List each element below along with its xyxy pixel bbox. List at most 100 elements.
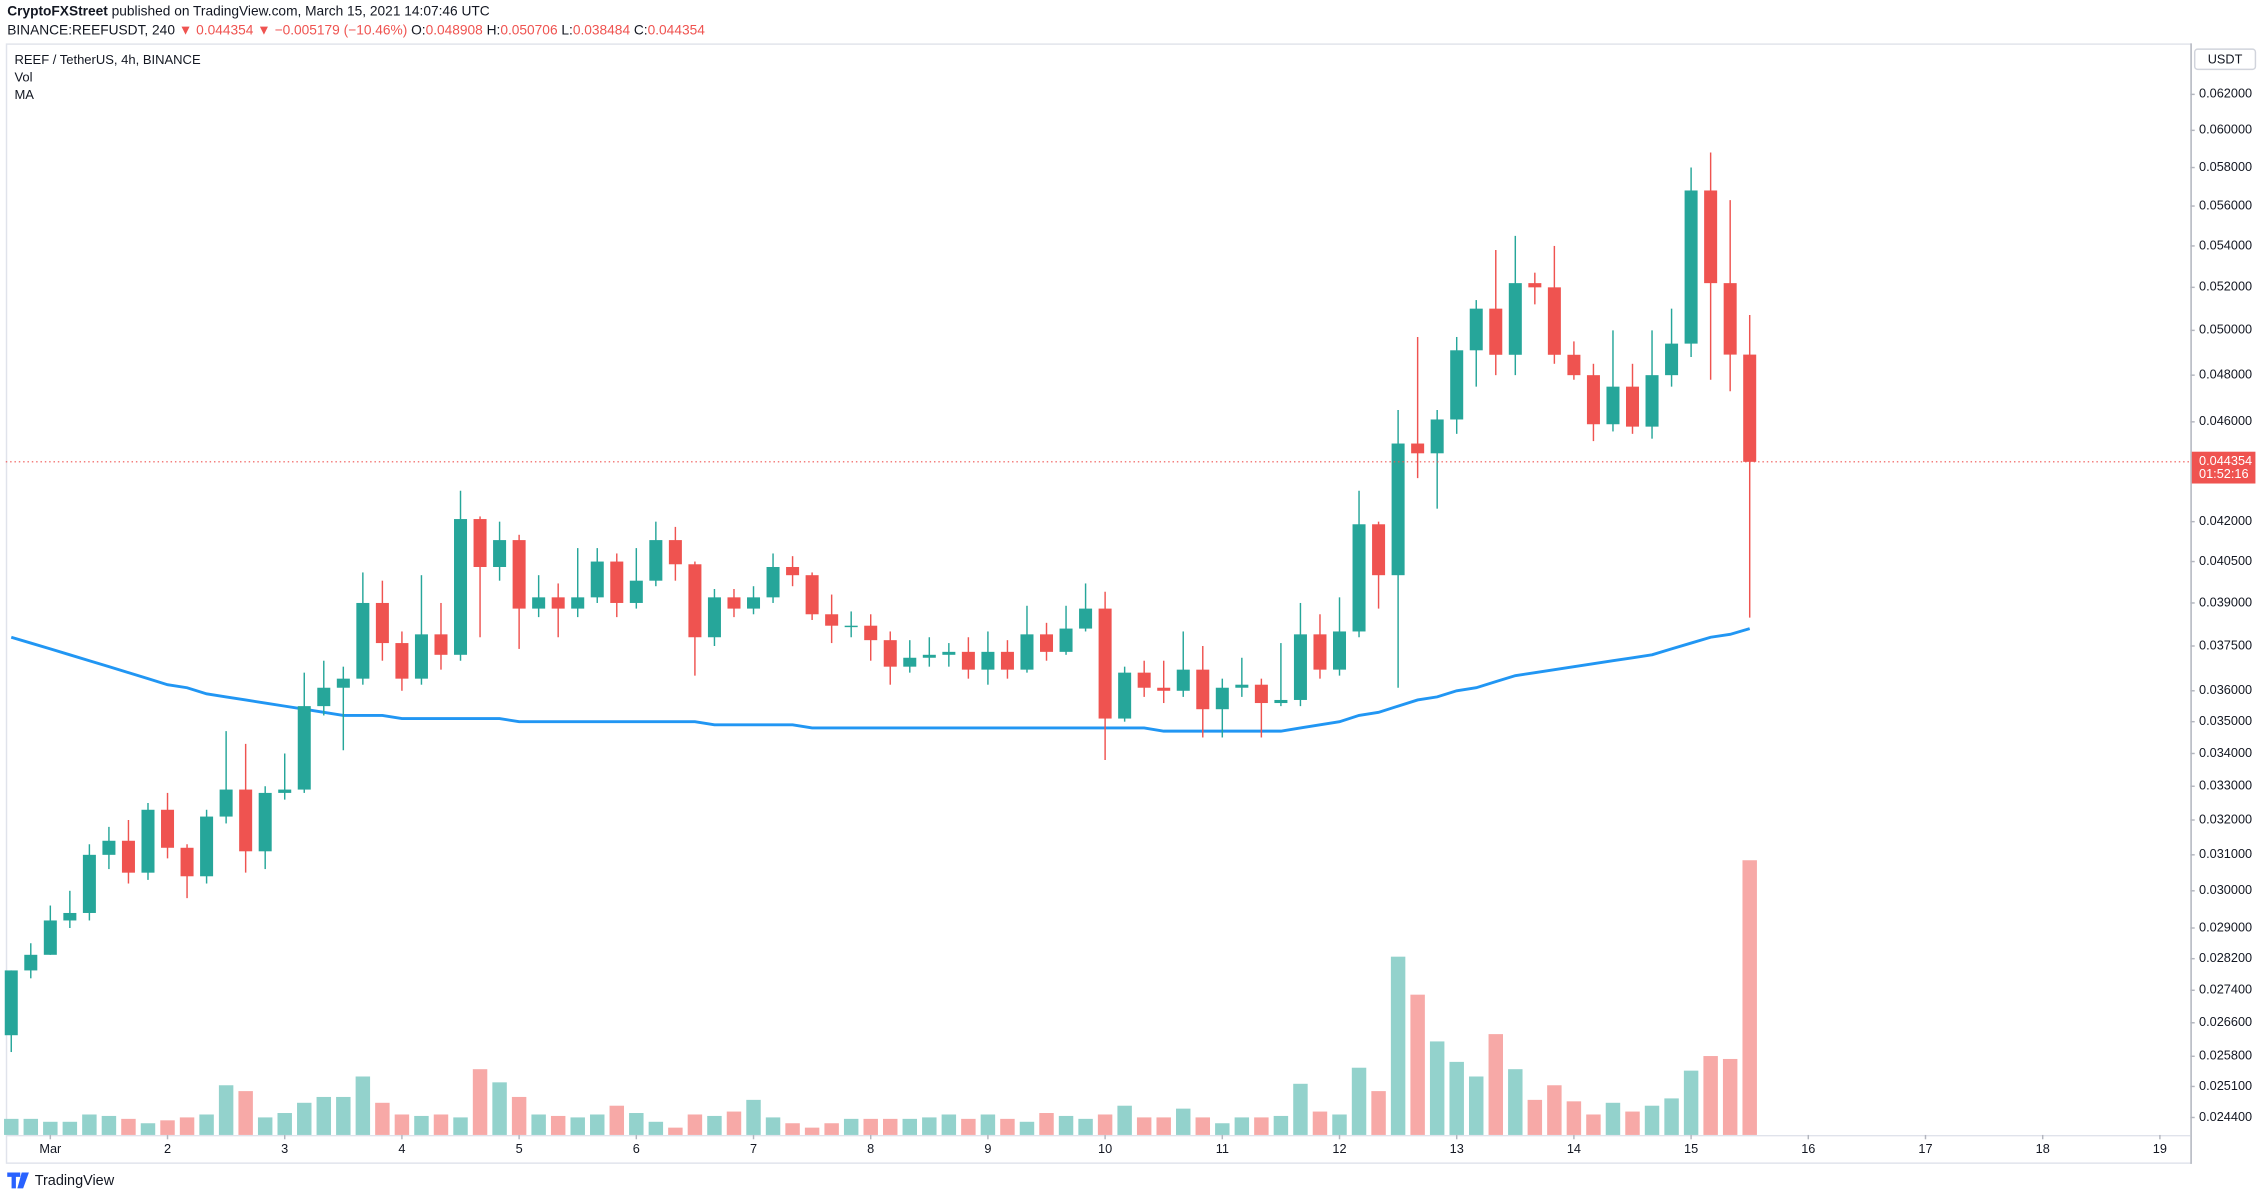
marks: 0.062000 0.060000 0.058000 0.056000 0.054000… [4, 86, 2256, 1156]
volume-bar [1722, 1058, 1738, 1135]
volume-bar [765, 1117, 781, 1135]
candle-body [551, 597, 565, 609]
x-tick-label: 13 [1450, 1141, 1464, 1156]
candle-body [434, 634, 448, 655]
candle-body [121, 840, 135, 873]
volume-bar [160, 1120, 175, 1135]
h-label: H: [483, 22, 501, 37]
candle-body [1586, 375, 1600, 425]
volume-bar [1683, 1070, 1699, 1135]
candle-body [903, 657, 917, 667]
currency[interactable]: USDT [2208, 51, 2243, 66]
candle-body [1235, 684, 1249, 688]
candle-body [200, 816, 214, 877]
volume-bar [1429, 1041, 1445, 1135]
y-tick-label: 0.050000 [2199, 322, 2252, 337]
y-tick-label: 0.030000 [2199, 882, 2252, 897]
volume-bar [824, 1123, 839, 1135]
candle-body [1704, 190, 1718, 284]
published: published on TradingView.com, March 15, … [108, 3, 490, 18]
x-tick-label: 8 [867, 1141, 874, 1156]
candle-body [1489, 308, 1503, 355]
candle-body [414, 634, 428, 679]
candle-body [727, 597, 741, 609]
volume-bar [257, 1117, 273, 1135]
candle-body [1606, 386, 1620, 425]
candle-body [278, 789, 292, 793]
candle-body [942, 651, 956, 655]
candle-body [141, 809, 155, 873]
volume-bar [492, 1082, 507, 1135]
y-tick-label: 0.029000 [2199, 919, 2252, 934]
candle-body [336, 678, 350, 688]
currency-button[interactable] [2193, 48, 2257, 71]
y-tick-label: 0.046000 [2199, 413, 2252, 428]
volume-bar [375, 1102, 390, 1135]
candle-body [1313, 634, 1327, 670]
y-tick-label: 0.033000 [2199, 778, 2252, 793]
x-tick-label: 6 [633, 1141, 640, 1156]
volume-bar [1742, 860, 1757, 1135]
volume-bar [707, 1115, 722, 1135]
volume-bar [1078, 1118, 1093, 1135]
volume-bar [62, 1121, 78, 1135]
y-tick-label: 0.039000 [2199, 594, 2252, 609]
candle-body [1196, 669, 1210, 710]
volume-bar [1469, 1076, 1484, 1135]
volume-bar [1215, 1123, 1230, 1135]
volume-bar [1176, 1108, 1191, 1135]
volume-bar [23, 1118, 39, 1135]
candle-body [1411, 443, 1425, 454]
volume-bar [1312, 1111, 1328, 1135]
volume-bar [511, 1096, 527, 1135]
volume-bar [1000, 1118, 1015, 1135]
x-tick-label: 7 [750, 1141, 757, 1156]
volume-bar [316, 1096, 332, 1135]
candle-body [63, 912, 77, 921]
candle-body [180, 847, 194, 877]
x-tick-label: 10 [1098, 1141, 1112, 1156]
y-tick-label: 0.037500 [2199, 637, 2252, 652]
candle-body [532, 597, 546, 609]
candle-body [1000, 651, 1014, 670]
candle-body [1372, 524, 1386, 576]
y-tick-label: 0.058000 [2199, 159, 2252, 174]
volume-bar [1332, 1114, 1347, 1135]
candle-body [258, 792, 272, 852]
candle-body [375, 602, 389, 644]
volume-bar [1234, 1117, 1250, 1135]
candle-body [844, 625, 858, 628]
candle-body [1743, 354, 1757, 462]
ma-legend: MA [14, 87, 34, 102]
volume-bar [277, 1113, 292, 1135]
volume-bar [687, 1114, 703, 1135]
volume-bar [1664, 1098, 1679, 1135]
volume-bar [472, 1069, 488, 1135]
c-label: C: [630, 22, 648, 37]
volume-bar [355, 1076, 371, 1135]
candle-body [1020, 634, 1034, 670]
x-tick-label: 16 [1801, 1141, 1815, 1156]
candle-body [4, 970, 18, 1036]
x-tick-label: 9 [984, 1141, 991, 1156]
volume-bar [922, 1117, 937, 1135]
l: 0.038484 [573, 22, 631, 37]
y-tick-label: 0.042000 [2199, 513, 2252, 528]
x-tick-label: 2 [164, 1141, 171, 1156]
volume-bar [1547, 1085, 1562, 1135]
volume-bar [4, 1118, 19, 1135]
volume-bar [1644, 1105, 1660, 1135]
candle-body [668, 540, 682, 565]
brand: TradingView [35, 1173, 115, 1189]
logo [7, 1172, 29, 1189]
candle-body [24, 954, 38, 971]
volume-bar [531, 1114, 546, 1135]
candle-body [1176, 669, 1190, 691]
candle-body [1215, 687, 1229, 710]
volume-bar [804, 1127, 820, 1135]
candle-body [610, 561, 624, 603]
candle-body [922, 654, 936, 658]
volume-bar [1195, 1117, 1211, 1135]
